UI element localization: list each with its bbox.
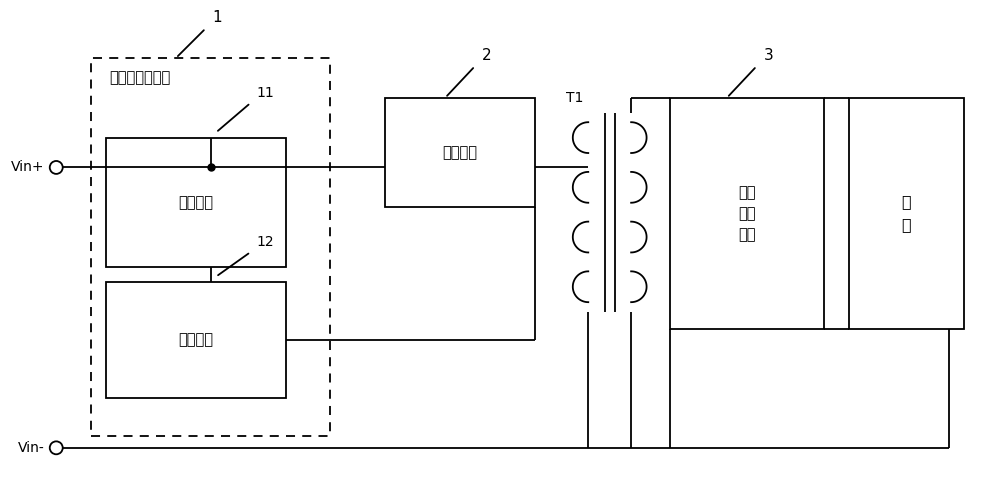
Text: T1: T1 (566, 91, 583, 105)
Text: 3: 3 (764, 48, 774, 63)
Text: 12: 12 (257, 235, 274, 249)
Bar (91, 58, 330, 436)
Bar (849, 98, 964, 329)
Text: Vin+: Vin+ (11, 160, 45, 174)
Text: Vin-: Vin- (18, 441, 45, 455)
Bar (385, 98, 535, 207)
Text: 控制电路: 控制电路 (178, 333, 213, 347)
Text: 11: 11 (257, 86, 274, 100)
Bar (106, 282, 286, 398)
Bar (106, 138, 286, 267)
Bar (670, 98, 824, 329)
Text: 容性电路: 容性电路 (178, 195, 213, 210)
Text: 负
载: 负 载 (902, 195, 911, 232)
Text: 恒流驱动控制器: 恒流驱动控制器 (109, 70, 170, 85)
Text: 整流
滤波
电路: 整流 滤波 电路 (738, 185, 756, 242)
Text: 开关电路: 开关电路 (443, 145, 478, 160)
Text: 1: 1 (213, 10, 222, 25)
Text: 2: 2 (482, 48, 492, 63)
